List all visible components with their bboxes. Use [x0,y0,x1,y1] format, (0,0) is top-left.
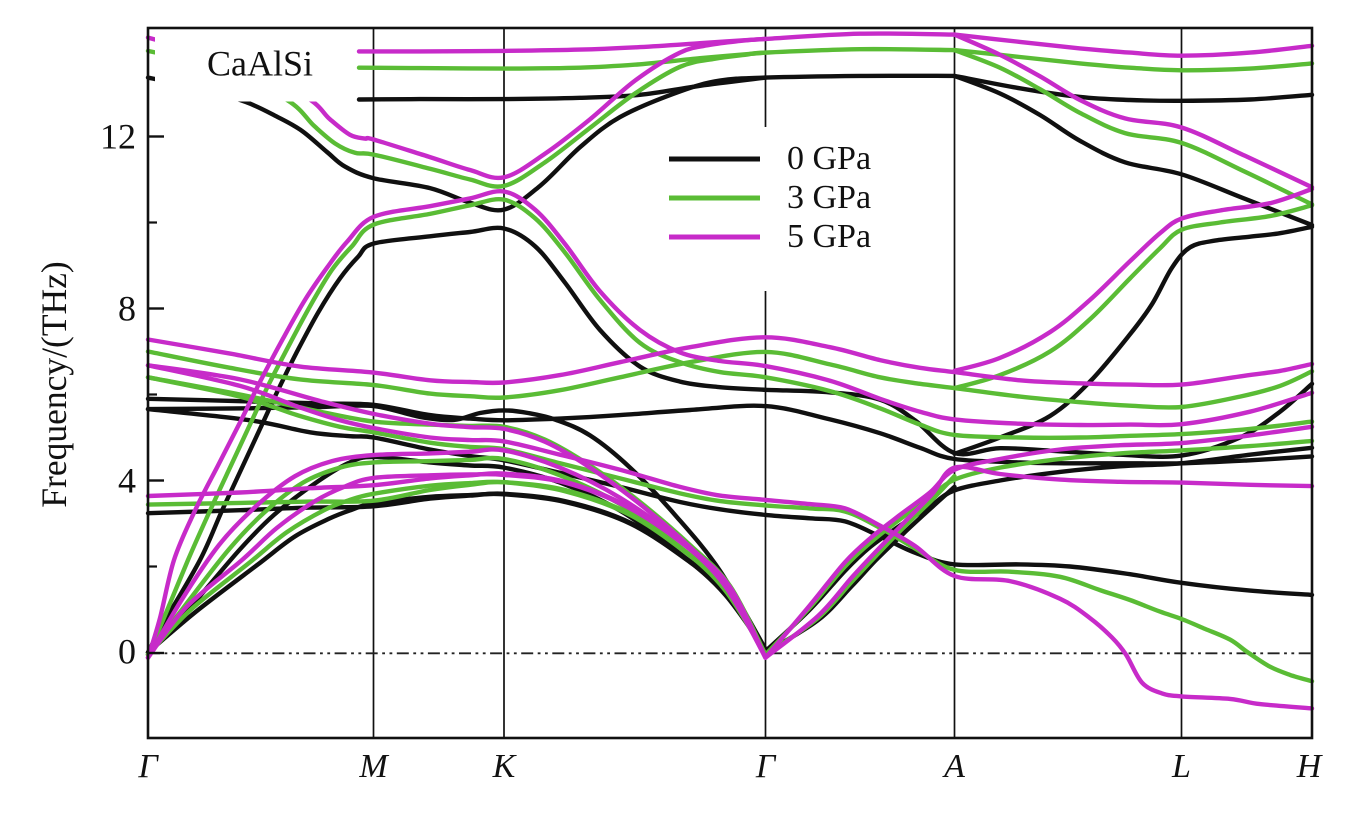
svg-text:Frequency/(THz): Frequency/(THz) [34,261,74,507]
svg-text:M: M [358,748,389,785]
svg-text:Γ: Γ [137,748,159,785]
svg-text:3 GPa: 3 GPa [787,179,871,216]
svg-text:L: L [1171,748,1191,785]
svg-text:K: K [492,748,518,785]
svg-text:H: H [1296,748,1324,785]
svg-text:4: 4 [118,461,136,501]
svg-text:0 GPa: 0 GPa [787,140,871,177]
svg-text:CaAlSi: CaAlSi [207,44,313,84]
svg-text:12: 12 [100,117,136,157]
svg-text:Γ: Γ [755,748,777,785]
svg-text:5 GPa: 5 GPa [787,218,871,255]
svg-text:A: A [942,748,965,785]
svg-text:0: 0 [118,632,136,672]
svg-text:8: 8 [118,289,136,329]
